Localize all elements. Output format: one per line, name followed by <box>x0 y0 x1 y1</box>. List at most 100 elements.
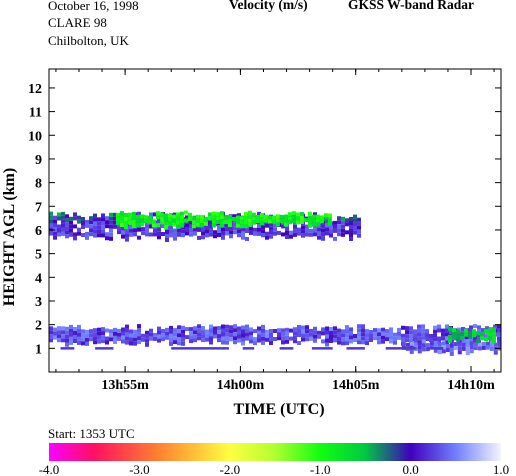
echo-cell <box>121 335 125 340</box>
echo-cell <box>81 217 85 221</box>
echo-cell <box>225 328 229 333</box>
echo-cell <box>183 218 188 223</box>
echo-cell <box>255 215 260 219</box>
echo-cell <box>397 335 401 340</box>
echo-cell <box>175 220 180 225</box>
x-tick-label: 14h05m <box>332 378 380 393</box>
echo-cell <box>448 334 452 339</box>
echo-cell <box>57 326 61 331</box>
echo-cell <box>433 340 438 345</box>
echo-cell <box>185 231 189 236</box>
echo-cell <box>492 339 496 344</box>
echo-cell <box>219 211 224 216</box>
echo-cell <box>341 333 345 338</box>
echo-cell <box>241 337 245 342</box>
echo-cell <box>249 339 253 344</box>
echo-cell <box>337 228 341 233</box>
echo-cell <box>357 221 361 226</box>
echo-cell <box>265 333 269 338</box>
echo-cell <box>325 342 329 347</box>
echo-cell <box>413 342 418 347</box>
echo-cell <box>361 324 365 329</box>
echo-cell <box>315 218 320 223</box>
echo-cell <box>207 216 212 221</box>
echo-cell <box>85 223 89 228</box>
echo-cell <box>245 324 249 329</box>
echo-cell <box>325 330 329 335</box>
echo-cell <box>449 343 454 348</box>
echo-cell <box>445 344 450 348</box>
echo-cell <box>241 341 245 346</box>
echo-cell <box>325 227 329 232</box>
echo-cell <box>243 216 248 220</box>
echo-cell <box>269 230 273 235</box>
echo-cell <box>445 336 449 341</box>
echo-cell <box>113 220 117 225</box>
echo-cell <box>89 216 93 221</box>
echo-cell <box>125 340 129 345</box>
echo-cell <box>221 336 225 341</box>
echo-cell <box>129 329 133 334</box>
echo-cell <box>285 231 289 235</box>
echo-cell <box>119 211 124 216</box>
echo-cell <box>261 340 265 345</box>
echo-cell <box>472 333 476 338</box>
echo-cell <box>460 336 464 341</box>
echo-cell <box>217 330 221 335</box>
echo-cell <box>197 227 201 232</box>
echo-cell <box>291 219 296 224</box>
echo-cell <box>121 331 125 336</box>
echo-cell <box>49 334 53 339</box>
echo-cell <box>169 333 173 338</box>
echo-cell <box>433 348 438 353</box>
echo-cell <box>421 339 426 344</box>
y-tick-label: 8 <box>35 177 42 192</box>
echo-cell <box>293 228 297 233</box>
echo-cell <box>149 224 153 229</box>
echo-cell <box>373 336 377 341</box>
echo-cell <box>409 349 414 354</box>
echo-cell <box>461 342 466 347</box>
echo-cell <box>233 336 237 341</box>
echo-cell <box>245 332 249 337</box>
echo-cell <box>209 228 213 233</box>
echo-cell <box>353 222 357 227</box>
echo-cell <box>417 349 422 354</box>
echo-cell <box>457 342 462 347</box>
echo-cell <box>484 329 488 334</box>
echo-cell <box>497 328 501 333</box>
echo-cell <box>129 341 133 346</box>
echo-cell <box>211 215 216 220</box>
echo-cell <box>215 216 220 221</box>
echo-cell <box>329 233 333 238</box>
date-label: October 16, 1998 <box>48 0 139 13</box>
echo-cell <box>109 220 113 225</box>
echo-cell <box>153 228 157 233</box>
echo-cell <box>135 222 140 227</box>
echo-cell <box>401 337 405 342</box>
echo-cell <box>217 229 221 233</box>
echo-cell <box>115 220 120 225</box>
echo-cell <box>117 230 121 235</box>
echo-cell <box>265 329 269 334</box>
echo-cell <box>93 328 97 333</box>
y-tick-label: 4 <box>35 271 42 286</box>
echo-cell <box>125 336 129 341</box>
echo-cell <box>97 221 101 226</box>
echo-cell <box>279 218 284 223</box>
echo-cell <box>145 228 149 233</box>
echo-cell <box>497 332 501 337</box>
echo-cell <box>281 340 285 345</box>
echo-cell <box>269 341 273 345</box>
echo-cell <box>137 328 141 333</box>
echo-cell <box>353 334 357 338</box>
echo-cell <box>311 218 316 223</box>
echo-cell <box>313 212 317 217</box>
echo-cell <box>261 225 265 230</box>
echo-cell <box>69 228 73 233</box>
echo-cell <box>249 226 253 231</box>
echo-cell <box>85 219 89 224</box>
echo-cell <box>69 224 73 229</box>
echo-cell <box>225 223 229 228</box>
